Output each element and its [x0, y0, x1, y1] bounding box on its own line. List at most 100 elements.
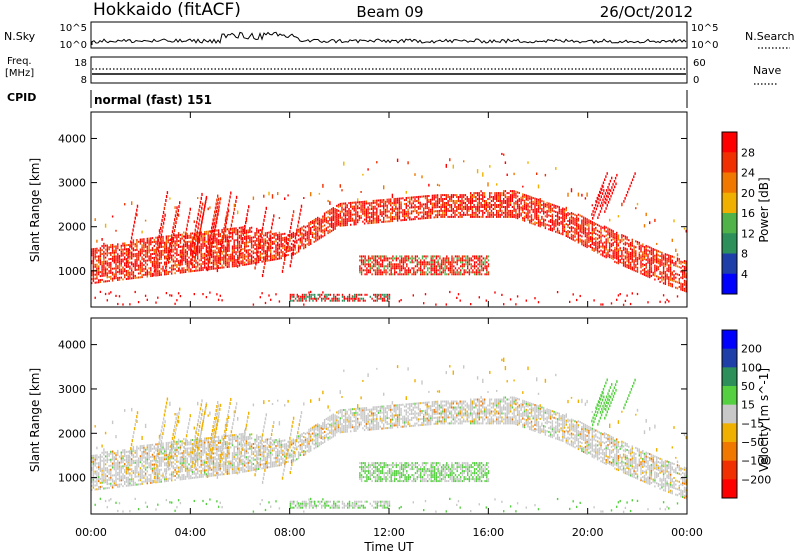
scatter-cell: [215, 209, 218, 213]
scatter-cell: [200, 249, 202, 252]
scatter-cell: [666, 267, 668, 270]
scatter-cell: [202, 233, 204, 236]
scatter-cell: [334, 225, 336, 228]
scatter-cell: [440, 204, 442, 206]
scatter-cell: [446, 257, 448, 260]
scatter-cell: [549, 225, 552, 227]
scatter-cell: [198, 247, 201, 250]
scatter-cell: [468, 263, 471, 266]
scatter-cell: [151, 241, 154, 244]
scatter-cell: [353, 201, 355, 204]
scatter-cell: [146, 271, 148, 274]
scatter-cell: [442, 263, 444, 266]
scatter-cell: [450, 208, 453, 210]
scatter-cell: [395, 213, 397, 216]
scatter-cell: [541, 221, 543, 224]
scatter-cell: [146, 245, 148, 248]
scatter-cell: [226, 246, 228, 249]
scatter-cell: [202, 213, 204, 217]
scatter-cell: [464, 204, 467, 206]
scatter-cell: [576, 238, 578, 241]
scatter-cell: [238, 242, 241, 245]
scatter-cell: [257, 241, 260, 244]
scatter-cell: [380, 263, 382, 266]
scatter-cell: [256, 233, 258, 236]
scatter-cell: [228, 235, 230, 239]
scatter-cell: [499, 213, 501, 216]
scatter-cell: [633, 251, 635, 254]
scatter-cell: [144, 253, 147, 256]
scatter-cell: [486, 261, 488, 264]
scatter-cell: [256, 227, 258, 230]
scatter-cell: [428, 183, 430, 187]
scatter-cell: [323, 214, 326, 217]
scatter-cell: [447, 194, 449, 197]
scatter-cell: [381, 215, 383, 217]
scatter-cell: [418, 263, 420, 266]
scatter-cell: [423, 255, 425, 258]
scatter-cell: [454, 202, 456, 204]
scatter-cell: [476, 208, 479, 210]
scatter-cell: [111, 273, 114, 276]
scatter-cell: [348, 208, 350, 210]
scatter-cell: [314, 293, 316, 296]
scatter-cell: [327, 297, 330, 300]
scatter-cell: [261, 240, 263, 243]
scatter-cell: [98, 281, 100, 284]
scatter-cell: [153, 273, 155, 277]
scatter-cell: [136, 276, 138, 279]
scatter-cell: [440, 206, 442, 208]
scatter-cell: [398, 207, 401, 210]
scatter-cell: [125, 258, 128, 261]
scatter-cell: [551, 215, 554, 218]
scatter-cell: [400, 265, 403, 268]
scatter-cell: [395, 215, 397, 218]
scatter-cell: [666, 263, 668, 266]
scatter-cell: [647, 257, 649, 260]
scatter-cell: [445, 163, 447, 168]
scatter-cell: [174, 248, 176, 251]
scatter-cell: [143, 238, 145, 241]
scatter-cell: [425, 261, 427, 264]
scatter-cell: [256, 237, 258, 240]
scatter-cell: [129, 244, 131, 248]
scatter-cell: [238, 240, 241, 243]
scatter-cell: [228, 244, 230, 246]
scatter-cell: [193, 250, 195, 253]
scatter-cell: [122, 248, 124, 251]
scatter-cell: [591, 231, 593, 233]
scatter-cell: [591, 235, 593, 237]
scatter-cell: [647, 255, 649, 258]
scatter-cell: [144, 267, 147, 270]
scatter-cell: [496, 198, 498, 200]
scatter-cell: [487, 209, 489, 212]
scatter-cell: [379, 209, 381, 212]
scatter-cell: [492, 200, 494, 202]
scatter-cell: [179, 259, 182, 263]
scatter-cell: [282, 237, 284, 240]
scatter-cell: [661, 251, 663, 254]
scatter-cell: [259, 253, 261, 255]
scatter-cell: [310, 297, 312, 300]
scatter-cell: [470, 192, 472, 195]
scatter-cell: [527, 209, 529, 211]
scatter-cell: [522, 209, 524, 212]
scatter-cell: [393, 204, 395, 206]
scatter-cell: [676, 273, 679, 276]
scatter-cell: [443, 211, 446, 214]
scatter-cell: [117, 265, 119, 268]
scatter-cell: [193, 242, 195, 245]
scatter-cell: [115, 229, 117, 232]
scatter-cell: [92, 275, 95, 278]
scatter-cell: [224, 238, 227, 241]
scatter-cell: [376, 215, 378, 218]
scatter-cell: [628, 251, 630, 254]
scatter-cell: [133, 224, 135, 228]
scatter-cell: [454, 273, 457, 276]
scatter-cell: [103, 262, 105, 265]
scatter-cell: [487, 271, 490, 274]
scatter-cell: [549, 219, 552, 221]
scatter-cell: [649, 266, 651, 269]
scatter-cell: [122, 250, 124, 253]
scatter-cell: [176, 264, 178, 266]
